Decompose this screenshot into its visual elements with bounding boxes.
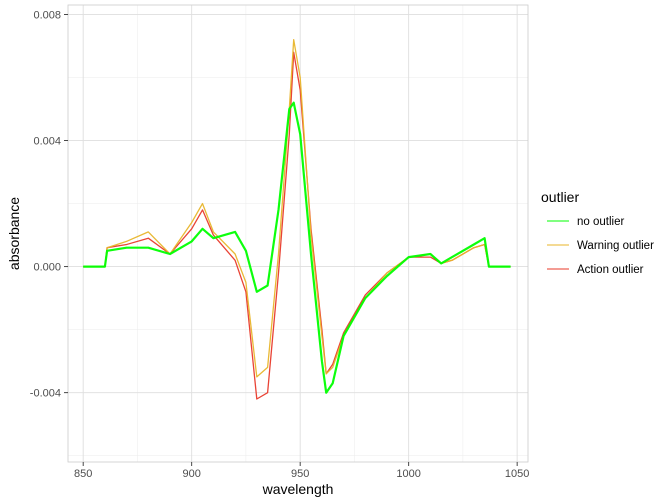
legend: outlier no outlier Warning outlier Action …: [541, 189, 654, 276]
y-tick-label: 0.004: [33, 136, 61, 148]
y-axis-title: absorbance: [6, 197, 22, 270]
axis-ticks: 850 900 950 1000 1050 -0.004 0.000 0.004 0.008: [30, 9, 530, 480]
y-tick-label: 0.000: [33, 262, 61, 274]
series-lines: [83, 39, 511, 400]
series-line-warning-outlier: [83, 39, 511, 378]
legend-label: Warning outlier: [577, 240, 654, 252]
plot-panel-border: [67, 4, 529, 463]
x-tick-label: 950: [291, 468, 309, 480]
x-tick-label: 850: [74, 468, 92, 480]
series-line-no-outlier: [83, 101, 511, 394]
x-tick-label: 1050: [505, 468, 529, 480]
y-tick-label: 0.008: [33, 9, 61, 21]
legend-label: Action outlier: [577, 264, 644, 276]
y-tick-label: -0.004: [30, 388, 61, 400]
x-axis-title: wavelength: [262, 481, 334, 497]
legend-label: no outlier: [577, 216, 624, 228]
x-tick-label: 1000: [396, 468, 420, 480]
x-tick-label: 900: [182, 468, 200, 480]
legend-title: outlier: [541, 189, 579, 205]
series-line-action-outlier: [83, 51, 511, 400]
